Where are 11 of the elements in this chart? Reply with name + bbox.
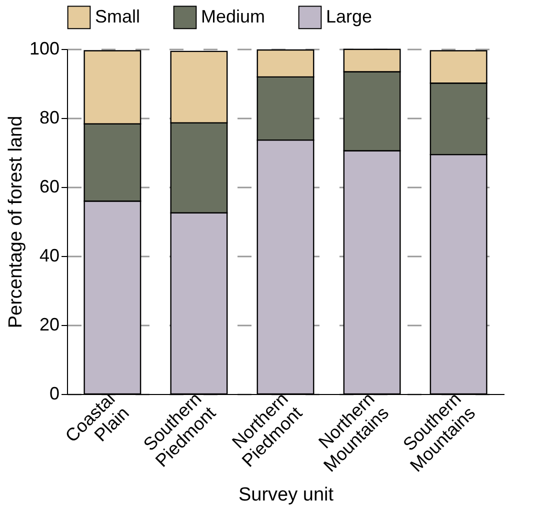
y-tick-label: 20 [39, 314, 60, 334]
y-axis-title: Percentage of forest land [5, 116, 26, 328]
y-tick-label: 80 [39, 108, 60, 128]
y-tick-label: 100 [29, 38, 60, 58]
y-tick-label: 0 [49, 384, 60, 404]
y-tick-label: 40 [39, 246, 60, 266]
legend-label: Large [326, 6, 372, 26]
x-axis-title: Survey unit [238, 484, 334, 506]
y-tick-label: 60 [39, 176, 60, 196]
legend-label: Small [95, 6, 140, 26]
legend-label: Medium [201, 6, 266, 26]
